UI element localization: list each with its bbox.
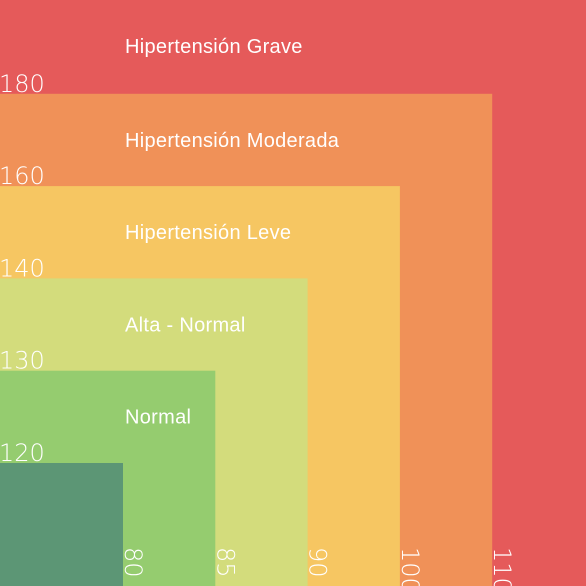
zone-label-3: Alta - Normal bbox=[125, 314, 246, 336]
y-tick-label: 140 bbox=[0, 254, 45, 282]
zone-label-1: Hipertensión Moderada bbox=[125, 130, 340, 152]
x-tick-label: 85 bbox=[211, 547, 239, 578]
x-tick-label: 100 bbox=[396, 547, 424, 586]
zone-label-2: Hipertensión Leve bbox=[125, 222, 291, 244]
zone-label-0: Hipertensión Grave bbox=[125, 36, 303, 58]
zone-label-4: Normal bbox=[125, 407, 191, 429]
y-tick-label: 130 bbox=[0, 347, 45, 375]
x-tick-label: 110 bbox=[488, 547, 516, 586]
y-tick-label: 160 bbox=[0, 162, 45, 190]
x-tick-label: 80 bbox=[119, 547, 147, 578]
y-tick-label: 120 bbox=[0, 439, 45, 467]
x-tick-label: 90 bbox=[304, 547, 332, 578]
zone-area-5 bbox=[0, 463, 123, 586]
y-tick-label: 180 bbox=[0, 70, 45, 98]
